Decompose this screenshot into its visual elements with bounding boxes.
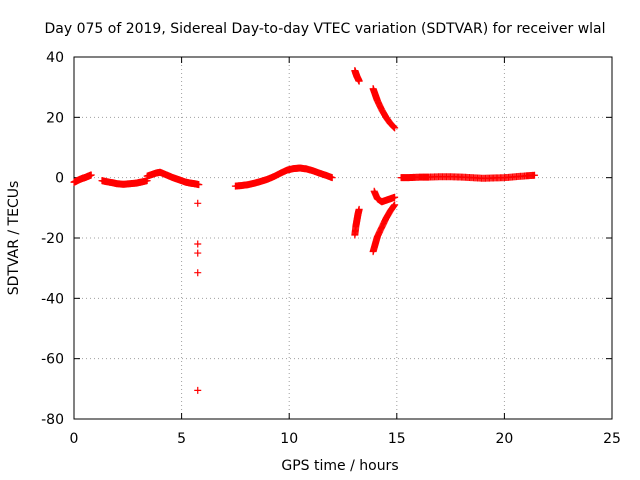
data-point — [391, 193, 399, 201]
series-arc-14-15h-mid — [370, 187, 399, 206]
x-tick-label: 20 — [495, 431, 513, 447]
series-arc-14-15h-upper — [369, 85, 399, 132]
axis-ticks: 0 5 10 15 20 25 -80 -60 -40 -20 0 20 40 — [41, 50, 621, 447]
data-point — [391, 124, 399, 132]
data-point — [391, 201, 399, 209]
series-spike-13h-upper — [351, 67, 363, 85]
x-tick-label: 5 — [177, 431, 186, 447]
series-arc-7.5-12h — [231, 164, 336, 190]
data-point — [531, 171, 539, 179]
data-point — [328, 174, 336, 182]
series-outliers-5.7h — [194, 199, 202, 394]
x-axis-label: GPS time / hours — [281, 458, 398, 474]
chart-title: Day 075 of 2019, Sidereal Day-to-day VTE… — [44, 21, 605, 37]
y-tick-label: -80 — [41, 412, 64, 428]
x-tick-label: 15 — [388, 431, 406, 447]
data-point — [194, 199, 202, 207]
grid-lines — [74, 57, 612, 419]
y-tick-label: 0 — [55, 171, 64, 187]
y-axis-label: SDTVAR / TECUs — [6, 181, 22, 296]
y-tick-label: 20 — [46, 110, 64, 126]
series-arc-15-22h — [397, 171, 539, 182]
x-tick-label: 0 — [70, 431, 79, 447]
data-point — [87, 171, 95, 179]
y-tick-label: 40 — [46, 50, 64, 66]
data-point — [194, 386, 202, 394]
y-tick-label: -60 — [41, 352, 64, 368]
data-point — [195, 181, 203, 189]
x-tick-label: 10 — [280, 431, 298, 447]
series-arc-1-2h — [98, 177, 151, 188]
data-point — [194, 240, 202, 248]
series-early-arc — [70, 171, 95, 186]
data-point — [194, 269, 202, 277]
y-tick-label: -20 — [41, 231, 64, 247]
series-arc-14-15h-lower — [369, 201, 399, 256]
data-point — [194, 249, 202, 257]
series-spike-13h-lower — [351, 205, 363, 239]
y-tick-label: -40 — [41, 291, 64, 307]
data-point — [355, 205, 363, 213]
series-arc-3-6h — [143, 168, 203, 189]
x-tick-label: 25 — [603, 431, 621, 447]
data-points — [70, 67, 539, 394]
data-point — [355, 77, 363, 85]
